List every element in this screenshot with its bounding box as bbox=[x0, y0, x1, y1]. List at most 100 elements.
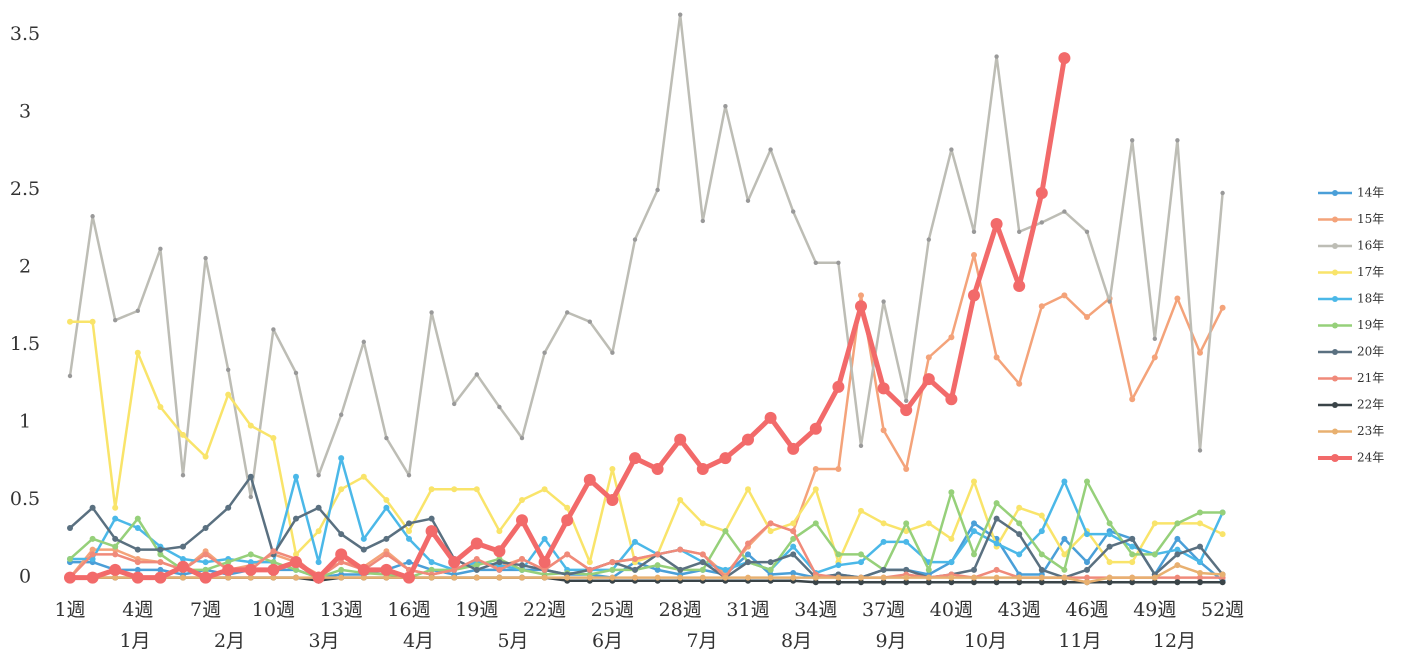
point bbox=[1038, 579, 1045, 586]
point bbox=[858, 507, 864, 514]
point bbox=[290, 556, 302, 569]
point bbox=[1084, 229, 1090, 234]
point bbox=[632, 566, 638, 573]
point bbox=[315, 504, 322, 511]
legend-marker bbox=[1332, 402, 1338, 408]
point bbox=[1174, 579, 1181, 586]
point bbox=[678, 12, 683, 17]
point bbox=[606, 494, 619, 507]
point bbox=[994, 54, 999, 59]
series-line bbox=[70, 57, 1067, 581]
point bbox=[835, 579, 842, 586]
point bbox=[270, 435, 277, 442]
point bbox=[1174, 295, 1181, 302]
point bbox=[1174, 562, 1181, 569]
point bbox=[922, 373, 935, 386]
point bbox=[880, 538, 887, 545]
point bbox=[632, 574, 638, 581]
point bbox=[267, 563, 280, 576]
point bbox=[203, 255, 208, 261]
point bbox=[67, 524, 73, 531]
point bbox=[790, 574, 797, 581]
point bbox=[315, 559, 322, 566]
point bbox=[565, 310, 570, 315]
point bbox=[154, 571, 167, 584]
month-label: 4月 bbox=[403, 630, 434, 652]
point bbox=[1038, 303, 1045, 310]
point bbox=[496, 574, 503, 581]
point bbox=[406, 535, 412, 542]
y-tick-label: 2.5 bbox=[10, 178, 40, 200]
point bbox=[925, 574, 932, 581]
point bbox=[496, 528, 503, 535]
point bbox=[903, 528, 910, 535]
point bbox=[134, 566, 141, 573]
point bbox=[247, 473, 254, 480]
point bbox=[542, 350, 547, 355]
point bbox=[1058, 52, 1071, 65]
point bbox=[948, 574, 955, 581]
legend-marker bbox=[1332, 428, 1338, 435]
legend-marker bbox=[1332, 296, 1338, 302]
point bbox=[1016, 504, 1023, 511]
point bbox=[112, 574, 119, 581]
point bbox=[1038, 528, 1045, 535]
point bbox=[880, 427, 887, 434]
point bbox=[677, 574, 684, 581]
point bbox=[1038, 551, 1045, 558]
x-tick-label: 25週 bbox=[591, 599, 634, 621]
point bbox=[338, 486, 345, 493]
x-tick-label: 19週 bbox=[455, 599, 498, 621]
legend-label: 17年 bbox=[1357, 265, 1384, 279]
point bbox=[335, 548, 348, 561]
point bbox=[745, 551, 751, 558]
point bbox=[1129, 559, 1136, 566]
point bbox=[835, 574, 842, 581]
point bbox=[723, 103, 728, 109]
point bbox=[134, 349, 141, 356]
point bbox=[632, 237, 638, 242]
point bbox=[903, 520, 910, 527]
point bbox=[790, 569, 797, 576]
point bbox=[609, 574, 616, 581]
point bbox=[180, 555, 186, 562]
legend-label: 18年 bbox=[1357, 292, 1384, 306]
point bbox=[293, 574, 299, 581]
y-tick-label: 2 bbox=[19, 255, 31, 277]
point bbox=[945, 393, 958, 406]
x-tick-label: 7週 bbox=[190, 599, 221, 621]
x-tick-label: 1週 bbox=[54, 599, 85, 621]
point bbox=[971, 252, 977, 259]
series-line bbox=[68, 13, 1224, 499]
point bbox=[89, 504, 96, 511]
point bbox=[900, 404, 913, 417]
point bbox=[1106, 559, 1113, 566]
point bbox=[293, 551, 299, 558]
point bbox=[1197, 509, 1203, 516]
point bbox=[247, 574, 254, 581]
point bbox=[1197, 569, 1203, 576]
point bbox=[858, 292, 864, 299]
point bbox=[448, 556, 461, 569]
point bbox=[470, 537, 483, 550]
point bbox=[225, 559, 232, 566]
point bbox=[293, 515, 299, 522]
month-label: 10月 bbox=[964, 630, 1007, 652]
point bbox=[180, 431, 186, 438]
point bbox=[134, 524, 141, 531]
point bbox=[383, 574, 390, 581]
point bbox=[699, 559, 706, 566]
x-tick-label: 28週 bbox=[659, 599, 702, 621]
point bbox=[134, 546, 141, 553]
point bbox=[812, 520, 819, 527]
point bbox=[360, 574, 367, 581]
point bbox=[948, 579, 955, 586]
point bbox=[948, 559, 955, 566]
point bbox=[541, 566, 548, 573]
x-tick-label: 52週 bbox=[1201, 599, 1244, 621]
point bbox=[1084, 531, 1090, 538]
point bbox=[1129, 535, 1136, 542]
point bbox=[1174, 546, 1181, 553]
point bbox=[564, 574, 571, 581]
